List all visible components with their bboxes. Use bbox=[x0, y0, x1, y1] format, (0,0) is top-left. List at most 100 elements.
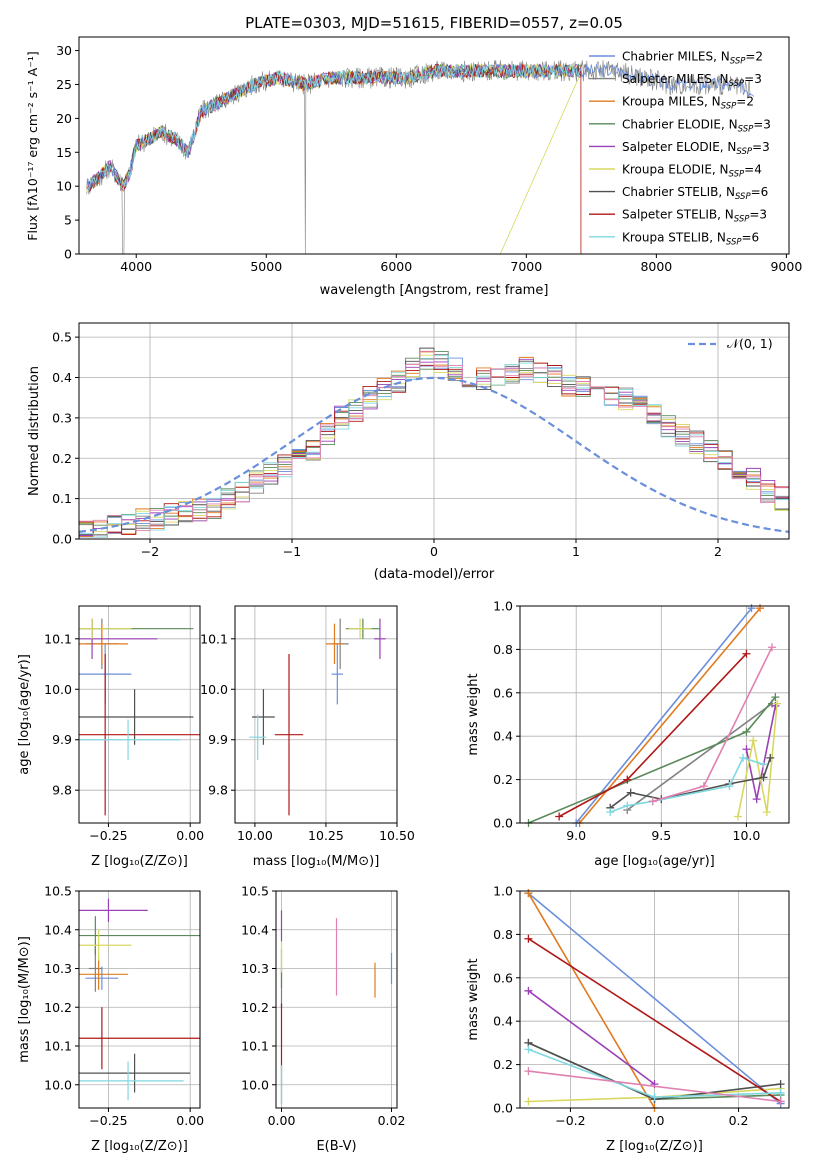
weight-series bbox=[626, 702, 773, 811]
legend-suffix: =6 bbox=[751, 185, 769, 199]
x-tick-label: 5000 bbox=[250, 259, 282, 274]
legend-name: Salpeter ELODIE, N bbox=[622, 140, 736, 154]
weight-marker bbox=[623, 801, 632, 810]
x-tick-label: 7000 bbox=[510, 259, 542, 274]
weight-marker bbox=[733, 812, 742, 821]
axes-frame bbox=[519, 605, 790, 824]
x-tick-label: −2 bbox=[141, 544, 159, 559]
weight-marker bbox=[762, 808, 771, 817]
weight-marker bbox=[749, 736, 758, 745]
x-axis-label: E(B-V) bbox=[316, 1139, 356, 1154]
mass-vs-ebv-plot bbox=[272, 890, 397, 1112]
legend-label: 𝒩(0, 1) bbox=[727, 336, 773, 351]
x-tick-label: 0.00 bbox=[176, 828, 204, 843]
legend-suffix: =6 bbox=[742, 230, 760, 244]
legend-name: Chabrier MILES, N bbox=[622, 50, 730, 64]
y-tick-label: 10.2 bbox=[44, 1000, 72, 1015]
y-tick-label: 10.4 bbox=[241, 922, 269, 937]
weight-marker bbox=[759, 760, 768, 769]
axes-frame bbox=[78, 36, 790, 255]
x-axis-label: mass [log₁₀(M/M⊙)] bbox=[253, 854, 380, 869]
weight-marker bbox=[759, 773, 768, 782]
weight-series bbox=[527, 892, 782, 1105]
weight-marker bbox=[555, 812, 564, 821]
axes-frame bbox=[275, 890, 398, 1109]
x-tick-label: −0.25 bbox=[89, 1113, 127, 1128]
legend-name: Salpeter MILES, N bbox=[622, 72, 729, 86]
weight-series bbox=[527, 938, 782, 1103]
axes-frame bbox=[234, 605, 398, 824]
x-axis-label: (data-model)/error bbox=[374, 567, 495, 582]
legend-suffix: =3 bbox=[749, 208, 767, 222]
weight-series bbox=[527, 990, 655, 1085]
y-tick-label: 10.5 bbox=[241, 884, 269, 899]
y-tick-label: 0 bbox=[64, 247, 72, 262]
weight-marker bbox=[739, 753, 748, 762]
legend-name: Kroupa MILES, N bbox=[622, 95, 721, 109]
spectrum-series bbox=[86, 60, 751, 254]
y-tick-label: 25 bbox=[56, 77, 72, 92]
spectrum-series bbox=[86, 63, 582, 254]
weight-marker bbox=[766, 753, 775, 762]
residuals-plot bbox=[75, 323, 790, 543]
y-tick-label: 5 bbox=[64, 213, 72, 228]
spectrum-series bbox=[86, 63, 582, 191]
y-tick-label: 9.9 bbox=[208, 732, 228, 747]
weight-marker bbox=[742, 745, 751, 754]
x-tick-label: 9000 bbox=[770, 259, 802, 274]
legend-sub: SSP bbox=[729, 170, 745, 180]
axes-frame bbox=[78, 605, 201, 824]
legend-suffix: =2 bbox=[736, 95, 754, 109]
legend-label: Salpeter MILES, NSSP=3 bbox=[622, 72, 762, 89]
weight-marker bbox=[524, 1097, 533, 1106]
y-tick-label: 10.0 bbox=[44, 682, 72, 697]
weight-marker bbox=[699, 782, 708, 791]
y-tick-label: 10.2 bbox=[241, 1000, 269, 1015]
y-tick-label: 9.9 bbox=[52, 732, 72, 747]
y-tick-label: 0.0 bbox=[493, 816, 513, 831]
legend-sub: SSP bbox=[730, 57, 746, 67]
y-tick-label: 0.2 bbox=[52, 451, 72, 466]
weight-marker bbox=[776, 1097, 785, 1106]
weight-marker bbox=[524, 986, 533, 995]
y-tick-label: 0.4 bbox=[493, 729, 513, 744]
spectrum-series bbox=[86, 63, 582, 193]
x-tick-label: 9.0 bbox=[566, 828, 586, 843]
y-axis-label: age [log₁₀(age/yr)] bbox=[17, 654, 32, 775]
x-tick-label: 10.00 bbox=[237, 828, 273, 843]
x-tick-label: 10.50 bbox=[379, 828, 415, 843]
x-tick-label: 0.0 bbox=[645, 1113, 665, 1128]
weight-marker bbox=[623, 775, 632, 784]
age-vs-mass-plot bbox=[231, 606, 398, 827]
x-axis-label: age [log₁₀(age/yr)] bbox=[594, 854, 715, 869]
x-tick-label: 0 bbox=[430, 544, 438, 559]
legend-name: Chabrier ELODIE, N bbox=[622, 117, 738, 131]
weight-vs-age-plot bbox=[516, 604, 789, 827]
y-tick-label: 10.3 bbox=[241, 961, 269, 976]
weight-marker bbox=[524, 934, 533, 943]
histogram-series bbox=[79, 350, 789, 539]
y-tick-label: 0.0 bbox=[52, 532, 72, 547]
legend-label: Kroupa ELODIE, NSSP=4 bbox=[622, 163, 762, 180]
legend-sub: SSP bbox=[726, 237, 742, 247]
spectrum-plot bbox=[75, 50, 787, 258]
y-axis-label: mass [log₁₀(M/M⊙)] bbox=[17, 936, 32, 1063]
legend-sub: SSP bbox=[734, 215, 750, 225]
x-axis-label: Z [log₁₀(Z/Z⊙)] bbox=[91, 1139, 188, 1154]
legend-label: Chabrier ELODIE, NSSP=3 bbox=[622, 117, 771, 134]
legend-name: Kroupa STELIB, N bbox=[622, 230, 726, 244]
legend-sub: SSP bbox=[736, 147, 752, 157]
x-axis-label: Z [log₁₀(Z/Z⊙)] bbox=[91, 854, 188, 869]
y-tick-label: 10.1 bbox=[241, 1039, 269, 1054]
x-tick-label: 6000 bbox=[380, 259, 412, 274]
legend-label: Kroupa STELIB, NSSP=6 bbox=[622, 230, 759, 247]
weight-series bbox=[609, 757, 772, 809]
y-tick-label: 0.8 bbox=[493, 927, 513, 942]
y-axis-label: Flux [fλ10⁻¹⁷ erg cm⁻² s⁻¹ A⁻¹] bbox=[25, 51, 40, 240]
x-tick-label: 0.02 bbox=[378, 1113, 406, 1128]
y-tick-label: 9.8 bbox=[208, 783, 228, 798]
y-tick-label: 0.6 bbox=[493, 685, 513, 700]
x-tick-label: 1 bbox=[572, 544, 580, 559]
weight-marker bbox=[648, 797, 657, 806]
